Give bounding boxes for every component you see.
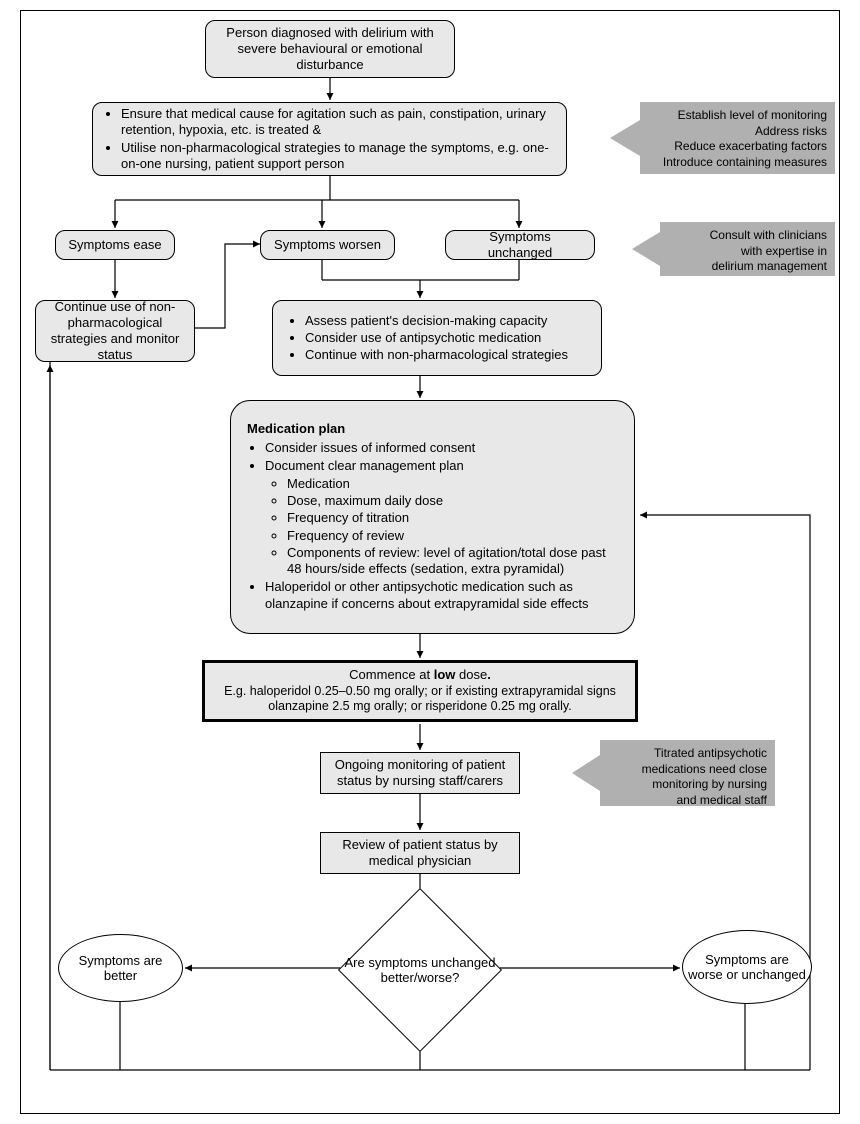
callout-line: Establish level of monitoring [648, 108, 827, 124]
callout-monitoring: Establish level of monitoring Address ri… [640, 102, 835, 174]
node-ongoing-monitoring: Ongoing monitoring of patient status by … [320, 752, 520, 794]
callout-arrow-icon [632, 232, 660, 266]
list-item: Consider use of antipsychotic medication [305, 330, 568, 346]
node-symptoms-better: Symptoms are better [58, 934, 183, 1002]
list-item: Utilise non-pharmacological strategies t… [121, 140, 556, 173]
node-text: Symptoms unchanged [456, 229, 584, 262]
node-initial-management-list: Ensure that medical cause for agitation … [103, 105, 556, 173]
list-item: Consider issues of informed consent [265, 440, 475, 456]
callout-line: Consult with clinicians [668, 228, 827, 244]
medplan-sublist: Medication Dose, maximum daily dose Freq… [247, 475, 618, 579]
node-symptoms-unchanged: Symptoms unchanged [445, 230, 595, 260]
node-diagnosis-text: Person diagnosed with delirium with seve… [216, 25, 444, 74]
node-continue-nonpharm: Continue use of non-pharmacological stra… [35, 300, 195, 362]
list-item: Haloperidol or other antipsychotic medic… [265, 579, 618, 612]
list-item: Frequency of review [287, 528, 618, 544]
list-item: Medication [287, 476, 618, 492]
node-medication-plan: Medication plan Consider issues of infor… [230, 400, 635, 634]
commence-line1: Commence at low dose. [349, 667, 491, 683]
node-text: Ongoing monitoring of patient status by … [331, 757, 509, 790]
node-symptoms-worse: Symptoms are worse or unchanged [682, 930, 812, 1004]
callout-line: medications need close [608, 762, 767, 778]
callout-line: Titrated antipsychotic [608, 746, 767, 762]
callout-arrow-icon [572, 755, 600, 791]
node-assess-list: Assess patient's decision-making capacit… [287, 312, 568, 365]
node-assess: Assess patient's decision-making capacit… [272, 300, 602, 376]
list-item: Document clear management plan [265, 458, 475, 474]
callout-line: Address risks [648, 124, 827, 140]
callout-arrow-icon [610, 120, 640, 156]
list-item: Continue with non-pharmacological strate… [305, 347, 568, 363]
node-decision: Are symptoms unchanged better/worse? [362, 912, 478, 1028]
commence-line2: E.g. haloperidol 0.25–0.50 mg orally; or… [215, 684, 625, 715]
node-text: Symptoms worsen [274, 237, 381, 253]
callout-titration: Titrated antipsychotic medications need … [600, 740, 775, 806]
node-symptoms-ease: Symptoms ease [55, 230, 175, 260]
node-commence-dose: Commence at low dose. E.g. haloperidol 0… [202, 660, 638, 722]
node-symptoms-worsen: Symptoms worsen [260, 230, 395, 260]
callout-line: Introduce containing measures [648, 155, 827, 171]
node-text: Symptoms ease [68, 237, 161, 253]
node-text: Continue use of non-pharmacological stra… [46, 299, 184, 364]
callout-line: with expertise in [668, 244, 827, 260]
list-item: Frequency of titration [287, 510, 618, 526]
decision-text: Are symptoms unchanged better/worse? [339, 955, 501, 985]
medplan-list-bottom: Haloperidol or other antipsychotic medic… [247, 578, 618, 613]
medplan-list-top: Consider issues of informed consent Docu… [247, 439, 475, 475]
ellipse-text: Symptoms are better [63, 953, 178, 983]
medplan-title: Medication plan [247, 421, 345, 437]
ellipse-text: Symptoms are worse or unchanged [687, 952, 807, 982]
node-text: Review of patient status by medical phys… [331, 837, 509, 870]
node-diagnosis: Person diagnosed with delirium with seve… [205, 20, 455, 78]
callout-line: delirium management [668, 259, 827, 275]
callout-line: monitoring by nursing [608, 777, 767, 793]
list-item: Ensure that medical cause for agitation … [121, 106, 556, 139]
node-initial-management: Ensure that medical cause for agitation … [92, 102, 567, 176]
list-item: Components of review: level of agitation… [287, 545, 618, 578]
node-review: Review of patient status by medical phys… [320, 832, 520, 874]
callout-line: Reduce exacerbating factors [648, 139, 827, 155]
callout-line: and medical staff [608, 793, 767, 809]
callout-consult: Consult with clinicians with expertise i… [660, 222, 835, 276]
list-item: Assess patient's decision-making capacit… [305, 313, 568, 329]
list-item: Dose, maximum daily dose [287, 493, 618, 509]
